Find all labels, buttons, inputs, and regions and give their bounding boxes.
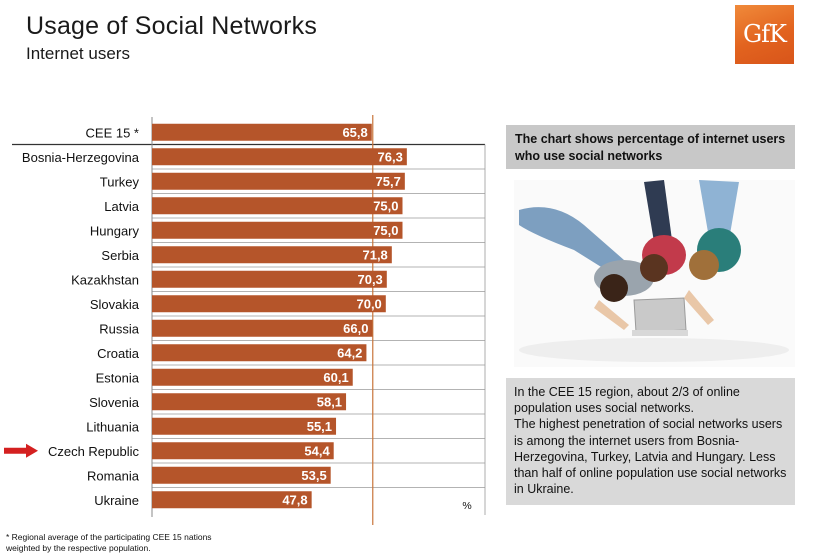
category-label: Turkey (100, 174, 140, 189)
bar (152, 393, 347, 411)
footnote-line-2: weighted by the respective population. (6, 543, 151, 553)
highlight-arrow-icon (4, 443, 38, 458)
data-label: 70,3 (357, 272, 382, 287)
data-label: 54,4 (304, 443, 330, 458)
footnote: * Regional average of the participating … (6, 532, 212, 554)
bar (152, 295, 386, 313)
bar (152, 270, 387, 288)
category-label: Croatia (97, 346, 140, 361)
unit-label: % (462, 500, 471, 512)
category-label: Slovenia (89, 395, 140, 410)
bar (152, 197, 403, 215)
data-label: 55,1 (307, 419, 332, 434)
bar (152, 221, 403, 239)
summary-paragraph-1: In the CEE 15 region, about 2/3 of onlin… (514, 385, 740, 416)
category-label: CEE 15 * (86, 125, 139, 140)
bar (152, 491, 312, 509)
bar (152, 319, 373, 337)
bar (152, 148, 407, 166)
chart-title: Usage of Social Networks (26, 12, 318, 40)
data-label: 66,0 (343, 321, 368, 336)
bar (152, 344, 367, 362)
data-label: 71,8 (362, 247, 387, 262)
bar-chart: 65,8 CEE 15 * 76,3 Bosnia-Herzegovina 75,7 Tu… (4, 115, 486, 525)
category-label: Estonia (96, 370, 140, 385)
category-label: Lithuania (86, 419, 140, 434)
bar (152, 246, 392, 264)
data-label: 60,1 (323, 370, 348, 385)
category-label: Bosnia-Herzegovina (22, 150, 140, 165)
data-label: 53,5 (301, 468, 326, 483)
bar (152, 417, 337, 435)
category-label: Latvia (104, 199, 139, 214)
data-label: 76,3 (378, 149, 403, 164)
data-label: 75,0 (373, 198, 398, 213)
category-label: Slovakia (90, 297, 140, 312)
logo-text: GfK (743, 20, 787, 48)
category-label: Czech Republic (48, 444, 140, 459)
category-label: Serbia (101, 248, 139, 263)
bar (152, 123, 372, 141)
data-label: 75,0 (373, 223, 398, 238)
footnote-line-1: * Regional average of the participating … (6, 532, 212, 542)
chart-subtitle: Internet users (26, 44, 130, 63)
bar (152, 466, 331, 484)
data-label: 75,7 (376, 174, 401, 189)
data-label: 70,0 (356, 296, 381, 311)
photo-three-girls-laptop (514, 180, 795, 367)
data-label: 58,1 (317, 394, 342, 409)
bar (152, 172, 405, 190)
info-box: The chart shows percentage of internet u… (506, 125, 795, 169)
category-label: Kazakhstan (71, 272, 139, 287)
category-label: Russia (99, 321, 140, 336)
data-label: 47,8 (282, 492, 307, 507)
category-label: Ukraine (94, 493, 139, 508)
summary-text-box: In the CEE 15 region, about 2/3 of onlin… (506, 378, 795, 505)
category-label: Romania (87, 468, 140, 483)
bar (152, 442, 334, 460)
data-label: 65,8 (342, 125, 367, 140)
summary-paragraph-2: The highest penetration of social networ… (514, 417, 787, 497)
data-label: 64,2 (337, 345, 362, 360)
gfk-logo: GfK (735, 5, 794, 64)
bar (152, 368, 353, 386)
category-label: Hungary (90, 223, 140, 238)
